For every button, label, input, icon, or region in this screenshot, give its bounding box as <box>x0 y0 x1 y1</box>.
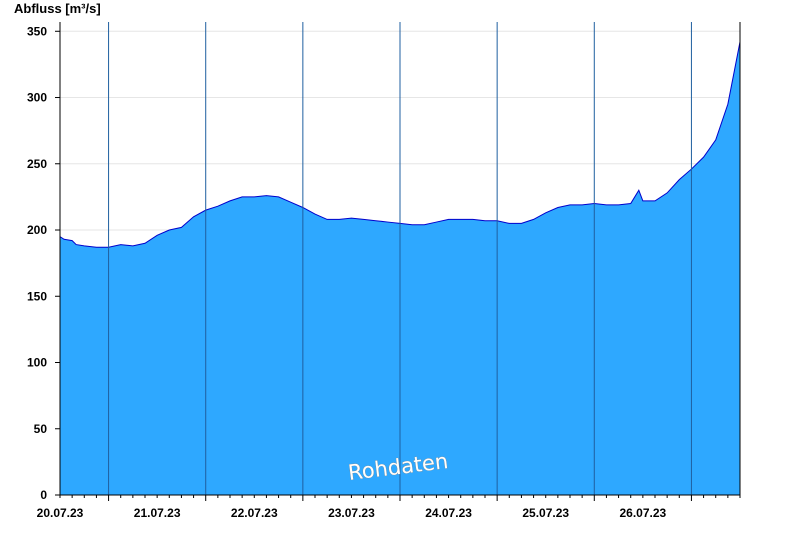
x-tick-label: 20.07.23 <box>37 506 84 520</box>
day-separators <box>108 22 692 495</box>
y-tick-label: 0 <box>40 488 47 502</box>
y-tick-label: 150 <box>27 289 47 303</box>
y-tick-label: 50 <box>34 422 48 436</box>
x-tick-label: 24.07.23 <box>425 506 472 520</box>
x-tick-label: 26.07.23 <box>619 506 666 520</box>
discharge-line <box>59 41 741 248</box>
x-tick-label: 21.07.23 <box>134 506 181 520</box>
y-tick-label: 100 <box>27 356 47 370</box>
y-axis-ticks: 0 50 100 150 200 250 300 350 <box>27 24 60 502</box>
y-tick-label: 250 <box>27 157 47 171</box>
y-tick-label: 300 <box>27 91 47 105</box>
x-axis-ticks: 20.07.23 21.07.23 22.07.23 23.07.23 24.07.23… <box>37 495 741 520</box>
y-tick-label: 200 <box>27 223 47 237</box>
y-tick-label: 350 <box>27 24 47 38</box>
x-tick-label: 25.07.23 <box>522 506 569 520</box>
y-axis-title: Abfluss [m³/s] <box>14 1 101 16</box>
x-tick-label: 23.07.23 <box>328 506 375 520</box>
x-tick-label: 22.07.23 <box>231 506 278 520</box>
